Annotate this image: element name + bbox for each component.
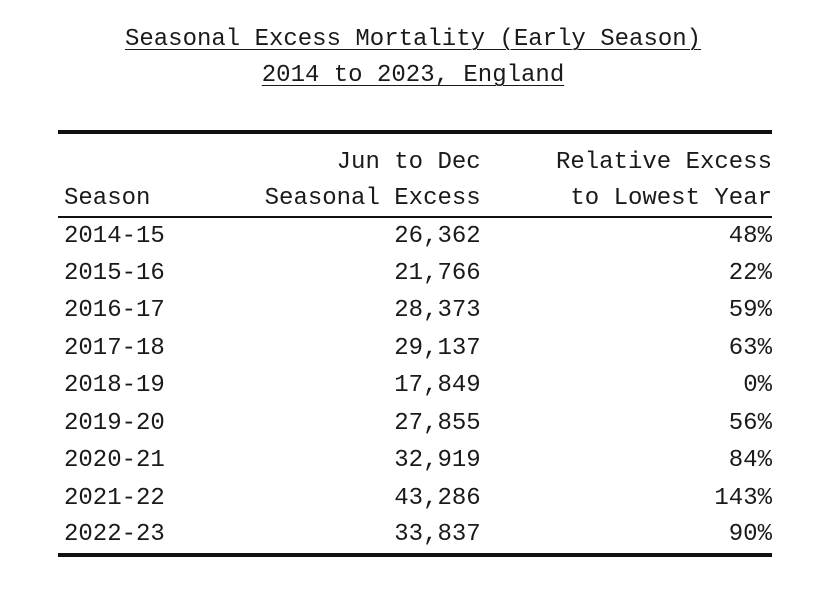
- header-relative-bottom: to Lowest Year: [570, 185, 772, 212]
- cell-season: 2020-21: [64, 447, 165, 475]
- cell-excess: 43,286: [394, 484, 481, 512]
- cell-excess: 33,837: [394, 521, 481, 549]
- title-line-2: 2014 to 2023, England: [261, 62, 565, 89]
- cell-excess: 26,362: [394, 222, 481, 250]
- header-relative-top: Relative Excess: [555, 149, 772, 176]
- table-body: 2014-15 26,362 48% 2015-16 21,766 22% 20…: [58, 217, 772, 555]
- cell-relative: 59%: [728, 297, 772, 325]
- header-season-top: [58, 132, 223, 176]
- table-row: 2019-20 27,855 56%: [58, 405, 772, 443]
- cell-season: 2017-18: [64, 334, 165, 362]
- cell-excess: 21,766: [394, 259, 481, 287]
- cell-relative: 84%: [728, 447, 772, 475]
- cell-season: 2021-22: [64, 484, 165, 512]
- table-row: 2020-21 32,919 84%: [58, 442, 772, 480]
- table-row: 2015-16 21,766 22%: [58, 255, 772, 293]
- table-row: 2014-15 26,362 48%: [58, 217, 772, 255]
- cell-excess: 32,919: [394, 447, 481, 475]
- cell-excess: 28,373: [394, 297, 481, 325]
- table-row: 2021-22 43,286 143%: [58, 480, 772, 518]
- cell-relative: 48%: [728, 222, 772, 250]
- header-excess-top: Jun to Dec: [336, 149, 481, 176]
- header-season: Season: [64, 185, 151, 212]
- excess-mortality-table: Jun to Dec Relative Excess Season Season…: [58, 130, 772, 557]
- table-row: 2018-19 17,849 0%: [58, 367, 772, 405]
- cell-season: 2015-16: [64, 259, 165, 287]
- cell-season: 2016-17: [64, 297, 165, 325]
- title-line-1: Seasonal Excess Mortality (Early Season): [124, 26, 702, 53]
- cell-excess: 27,855: [394, 409, 481, 437]
- header-excess-bottom: Seasonal Excess: [264, 185, 481, 212]
- cell-relative: 90%: [728, 521, 772, 549]
- cell-relative: 56%: [728, 409, 772, 437]
- header-row-top: Jun to Dec Relative Excess: [58, 132, 772, 176]
- cell-season: 2019-20: [64, 409, 165, 437]
- table-row: 2016-17 28,373 59%: [58, 292, 772, 330]
- cell-relative: 0%: [743, 372, 772, 400]
- table-row: 2022-23 33,837 90%: [58, 517, 772, 555]
- header-row-bottom: Season Seasonal Excess to Lowest Year: [58, 176, 772, 217]
- cell-season: 2014-15: [64, 222, 165, 250]
- cell-season: 2018-19: [64, 372, 165, 400]
- cell-relative: 63%: [728, 334, 772, 362]
- cell-excess: 17,849: [394, 372, 481, 400]
- table-row: 2017-18 29,137 63%: [58, 330, 772, 368]
- title-block: Seasonal Excess Mortality (Early Season)…: [0, 22, 823, 94]
- cell-relative: 22%: [728, 259, 772, 287]
- cell-excess: 29,137: [394, 334, 481, 362]
- cell-relative: 143%: [714, 484, 772, 512]
- cell-season: 2022-23: [64, 521, 165, 549]
